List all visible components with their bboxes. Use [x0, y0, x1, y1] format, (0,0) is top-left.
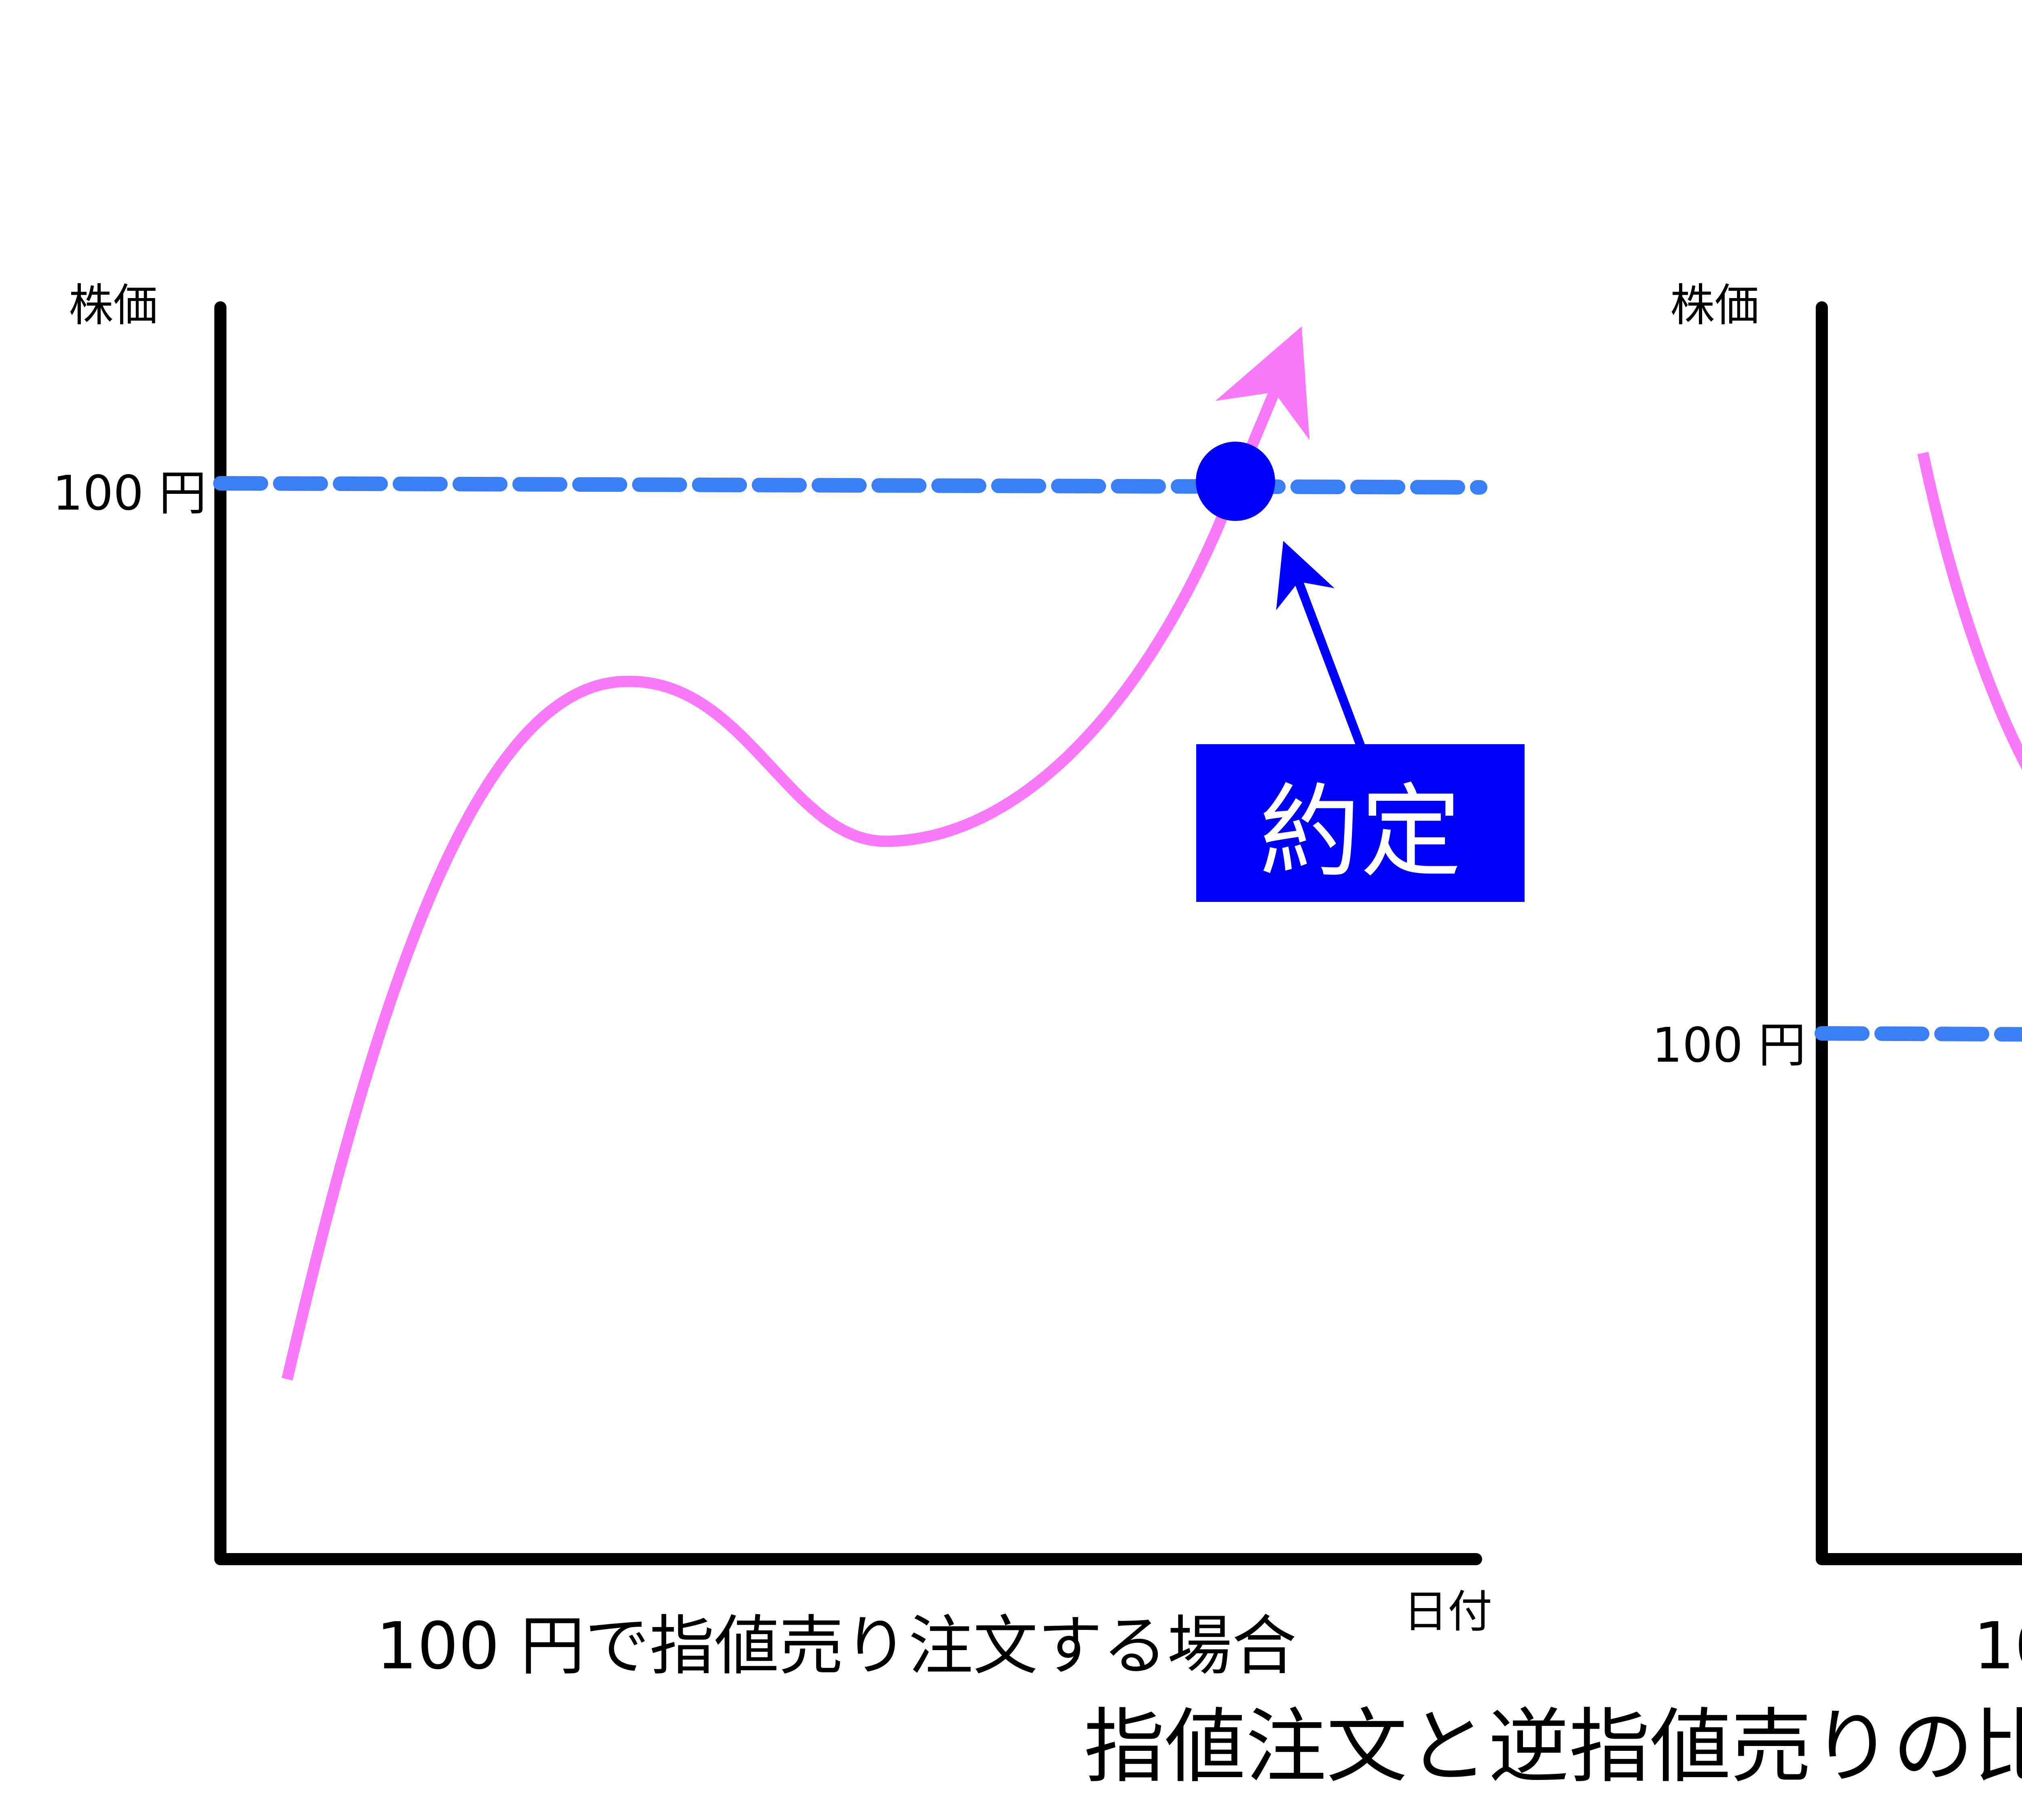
left-panel: [213, 301, 1487, 1565]
right-y-axis-label: 株価: [1670, 279, 1759, 331]
left-threshold-label: 100 円: [53, 465, 207, 521]
right-panel: [1815, 301, 2022, 1565]
right-threshold-label: 100 円: [1652, 1017, 1806, 1073]
left-price-curve: [281, 326, 1310, 1381]
left-threshold-line: [213, 476, 1487, 495]
right-caption: 100 円で逆指値売り注文する場合: [1973, 1608, 2022, 1684]
diagram-title: 指値注文と逆指値売りの比較: [1084, 1700, 2022, 1794]
left-y-axis-label: 株価: [69, 279, 158, 331]
left-caption: 100 円で指値売り注文する場合: [376, 1608, 1297, 1684]
left-execution-marker: [1196, 442, 1275, 521]
left-execution-badge: 約定: [1196, 744, 1525, 902]
left-x-axis-label: 日付: [1403, 1586, 1492, 1638]
right-price-curve: [1917, 452, 2022, 770]
left-callout-arrow: [1276, 541, 1365, 748]
right-threshold-line: [1815, 1026, 2022, 1042]
